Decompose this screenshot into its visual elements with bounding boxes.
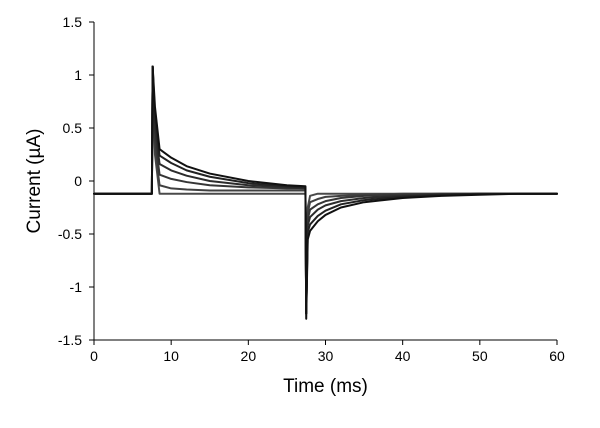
x-tick-label: 20 [241,348,257,364]
x-axis-label: Time (ms) [283,376,368,397]
y-tick-label: -1 [70,279,83,295]
series-line-2 [93,65,558,315]
x-tick-label: 10 [163,348,179,364]
y-tick-label: -0.5 [58,226,82,242]
series-layer [93,65,558,320]
series-line-5 [93,65,558,315]
labels: Time (ms) Current (µA) [24,129,368,397]
x-tick-label: 50 [472,348,488,364]
x-tick-label: 30 [318,348,334,364]
y-axis-label: Current (µA) [24,129,45,234]
x-tick-label: 60 [549,348,565,364]
axes: 1.5 1 0.5 0 -0.5 -1 -1.5 0 10 20 30 40 50 60 [58,14,565,364]
x-tick-label: 40 [395,348,411,364]
series-line-6 [93,65,558,320]
y-tick-label: 0 [74,173,82,189]
y-tick-label: 1 [74,67,82,83]
series-line-4 [93,65,558,315]
y-tick-label: -1.5 [58,332,82,348]
series-line-1 [93,65,558,315]
x-tick-label: 0 [90,348,98,364]
series-line-3 [93,65,558,315]
y-tick-label: 1.5 [63,14,83,30]
y-tick-label: 0.5 [63,120,83,136]
